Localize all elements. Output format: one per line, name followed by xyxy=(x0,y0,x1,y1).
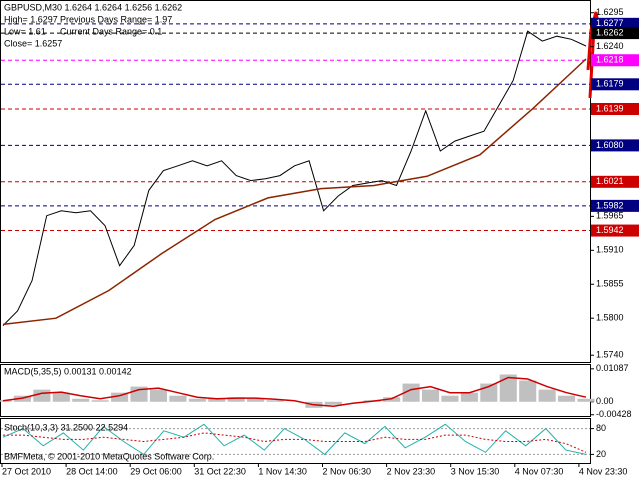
histogram-bar xyxy=(52,392,70,402)
y-tick-label: 1.6295 xyxy=(596,7,624,17)
level-label: 1.6139 xyxy=(596,103,624,113)
y-tick-label: 1.5740 xyxy=(596,350,624,360)
stoch-line xyxy=(2,423,587,456)
y-tick-label: 80 xyxy=(596,423,606,433)
x-tick-label: 4 Nov 07:30 xyxy=(515,466,564,476)
header-text: Previous Days Range= 1.97 xyxy=(60,14,172,24)
x-tick-label: 1 Nov 14:30 xyxy=(258,466,307,476)
histogram-bar xyxy=(519,380,537,402)
level-box xyxy=(591,224,639,237)
level-box xyxy=(591,199,639,212)
y-tick-label: 1.6240 xyxy=(596,41,624,51)
histogram-bar xyxy=(558,395,576,402)
x-tick-label: 31 Oct 22:30 xyxy=(194,466,246,476)
level-box xyxy=(591,139,639,152)
level-label: 1.6262 xyxy=(596,27,624,37)
x-tick-label: 2 Nov 06:30 xyxy=(323,466,372,476)
price-line xyxy=(2,30,587,326)
level-label: 1.5982 xyxy=(596,200,624,210)
y-tick-label: -0.00428 xyxy=(596,409,632,419)
histogram-bar xyxy=(208,398,226,402)
y-tick-label: 0.00 xyxy=(596,396,614,406)
level-box xyxy=(591,175,639,188)
histogram-bar xyxy=(111,392,129,402)
x-tick-label: 4 Nov 23:30 xyxy=(579,466,628,476)
level-label: 1.6179 xyxy=(596,79,624,89)
histogram-bar xyxy=(577,398,595,402)
level-label: 1.6080 xyxy=(596,140,624,150)
x-tick-label: 2 Nov 23:30 xyxy=(387,466,436,476)
signal-line xyxy=(2,376,587,408)
level-box xyxy=(591,102,639,115)
level-box xyxy=(591,27,639,40)
level-label: 1.6218 xyxy=(596,55,624,65)
level-label: 1.5942 xyxy=(596,225,624,235)
level-box xyxy=(591,17,639,30)
histogram-bar xyxy=(188,398,206,402)
level-label: 1.6277 xyxy=(596,18,624,28)
histogram-bar xyxy=(72,398,90,402)
indicator-title: MACD(5,35,5) 0.00131 0.00142 xyxy=(4,366,132,376)
x-tick-label: 27 Oct 2010 xyxy=(2,466,51,476)
header-text: GBPUSD,M30 1.6264 1.6264 1.6256 1.6262 xyxy=(4,2,182,12)
level-label: 1.6021 xyxy=(596,176,624,186)
histogram-bar xyxy=(460,392,478,402)
level-box xyxy=(591,78,639,91)
y-tick-label: 20 xyxy=(596,449,606,459)
y-tick-label: 1.5965 xyxy=(596,211,624,221)
histogram-bar xyxy=(227,397,245,402)
histogram-bar xyxy=(169,395,187,402)
price-line xyxy=(2,58,587,326)
histogram-bar xyxy=(33,389,51,402)
histogram-bar xyxy=(421,389,440,402)
histogram-bar xyxy=(402,383,420,402)
histogram-bar xyxy=(383,397,401,402)
y-tick-label: 1.5855 xyxy=(596,279,624,289)
y-tick-label: 1.5800 xyxy=(596,313,624,323)
histogram-bar xyxy=(149,389,168,402)
copyright: BMFMeta, © 2001-2010 MetaQuotes Software… xyxy=(4,451,214,461)
header-text: Close= 1.6257 xyxy=(4,38,62,48)
stoch-panel xyxy=(0,418,591,464)
header-text: Low= 1.61 xyxy=(4,26,46,36)
histogram-bar xyxy=(266,400,284,402)
histogram-bar xyxy=(91,400,109,402)
header-text: High= 1.6297 xyxy=(4,14,58,24)
x-tick-label: 28 Oct 14:00 xyxy=(66,466,118,476)
y-tick-label: 0.01087 xyxy=(596,363,629,373)
stoch-line xyxy=(3,432,587,453)
header-text: Current Days Range= 0.1 xyxy=(60,26,162,36)
histogram-bar xyxy=(441,395,459,402)
y-tick-label: 1.5910 xyxy=(596,245,624,255)
x-tick-label: 29 Oct 06:00 xyxy=(130,466,182,476)
histogram-bar xyxy=(499,374,517,402)
histogram-bar xyxy=(538,389,556,402)
x-tick-label: 3 Nov 15:30 xyxy=(451,466,500,476)
level-box xyxy=(591,54,639,67)
histogram-bar xyxy=(247,398,265,402)
indicator-title: Stoch(10,3,3) 31.2500 22.5294 xyxy=(4,422,128,432)
histogram-bar xyxy=(324,401,342,405)
